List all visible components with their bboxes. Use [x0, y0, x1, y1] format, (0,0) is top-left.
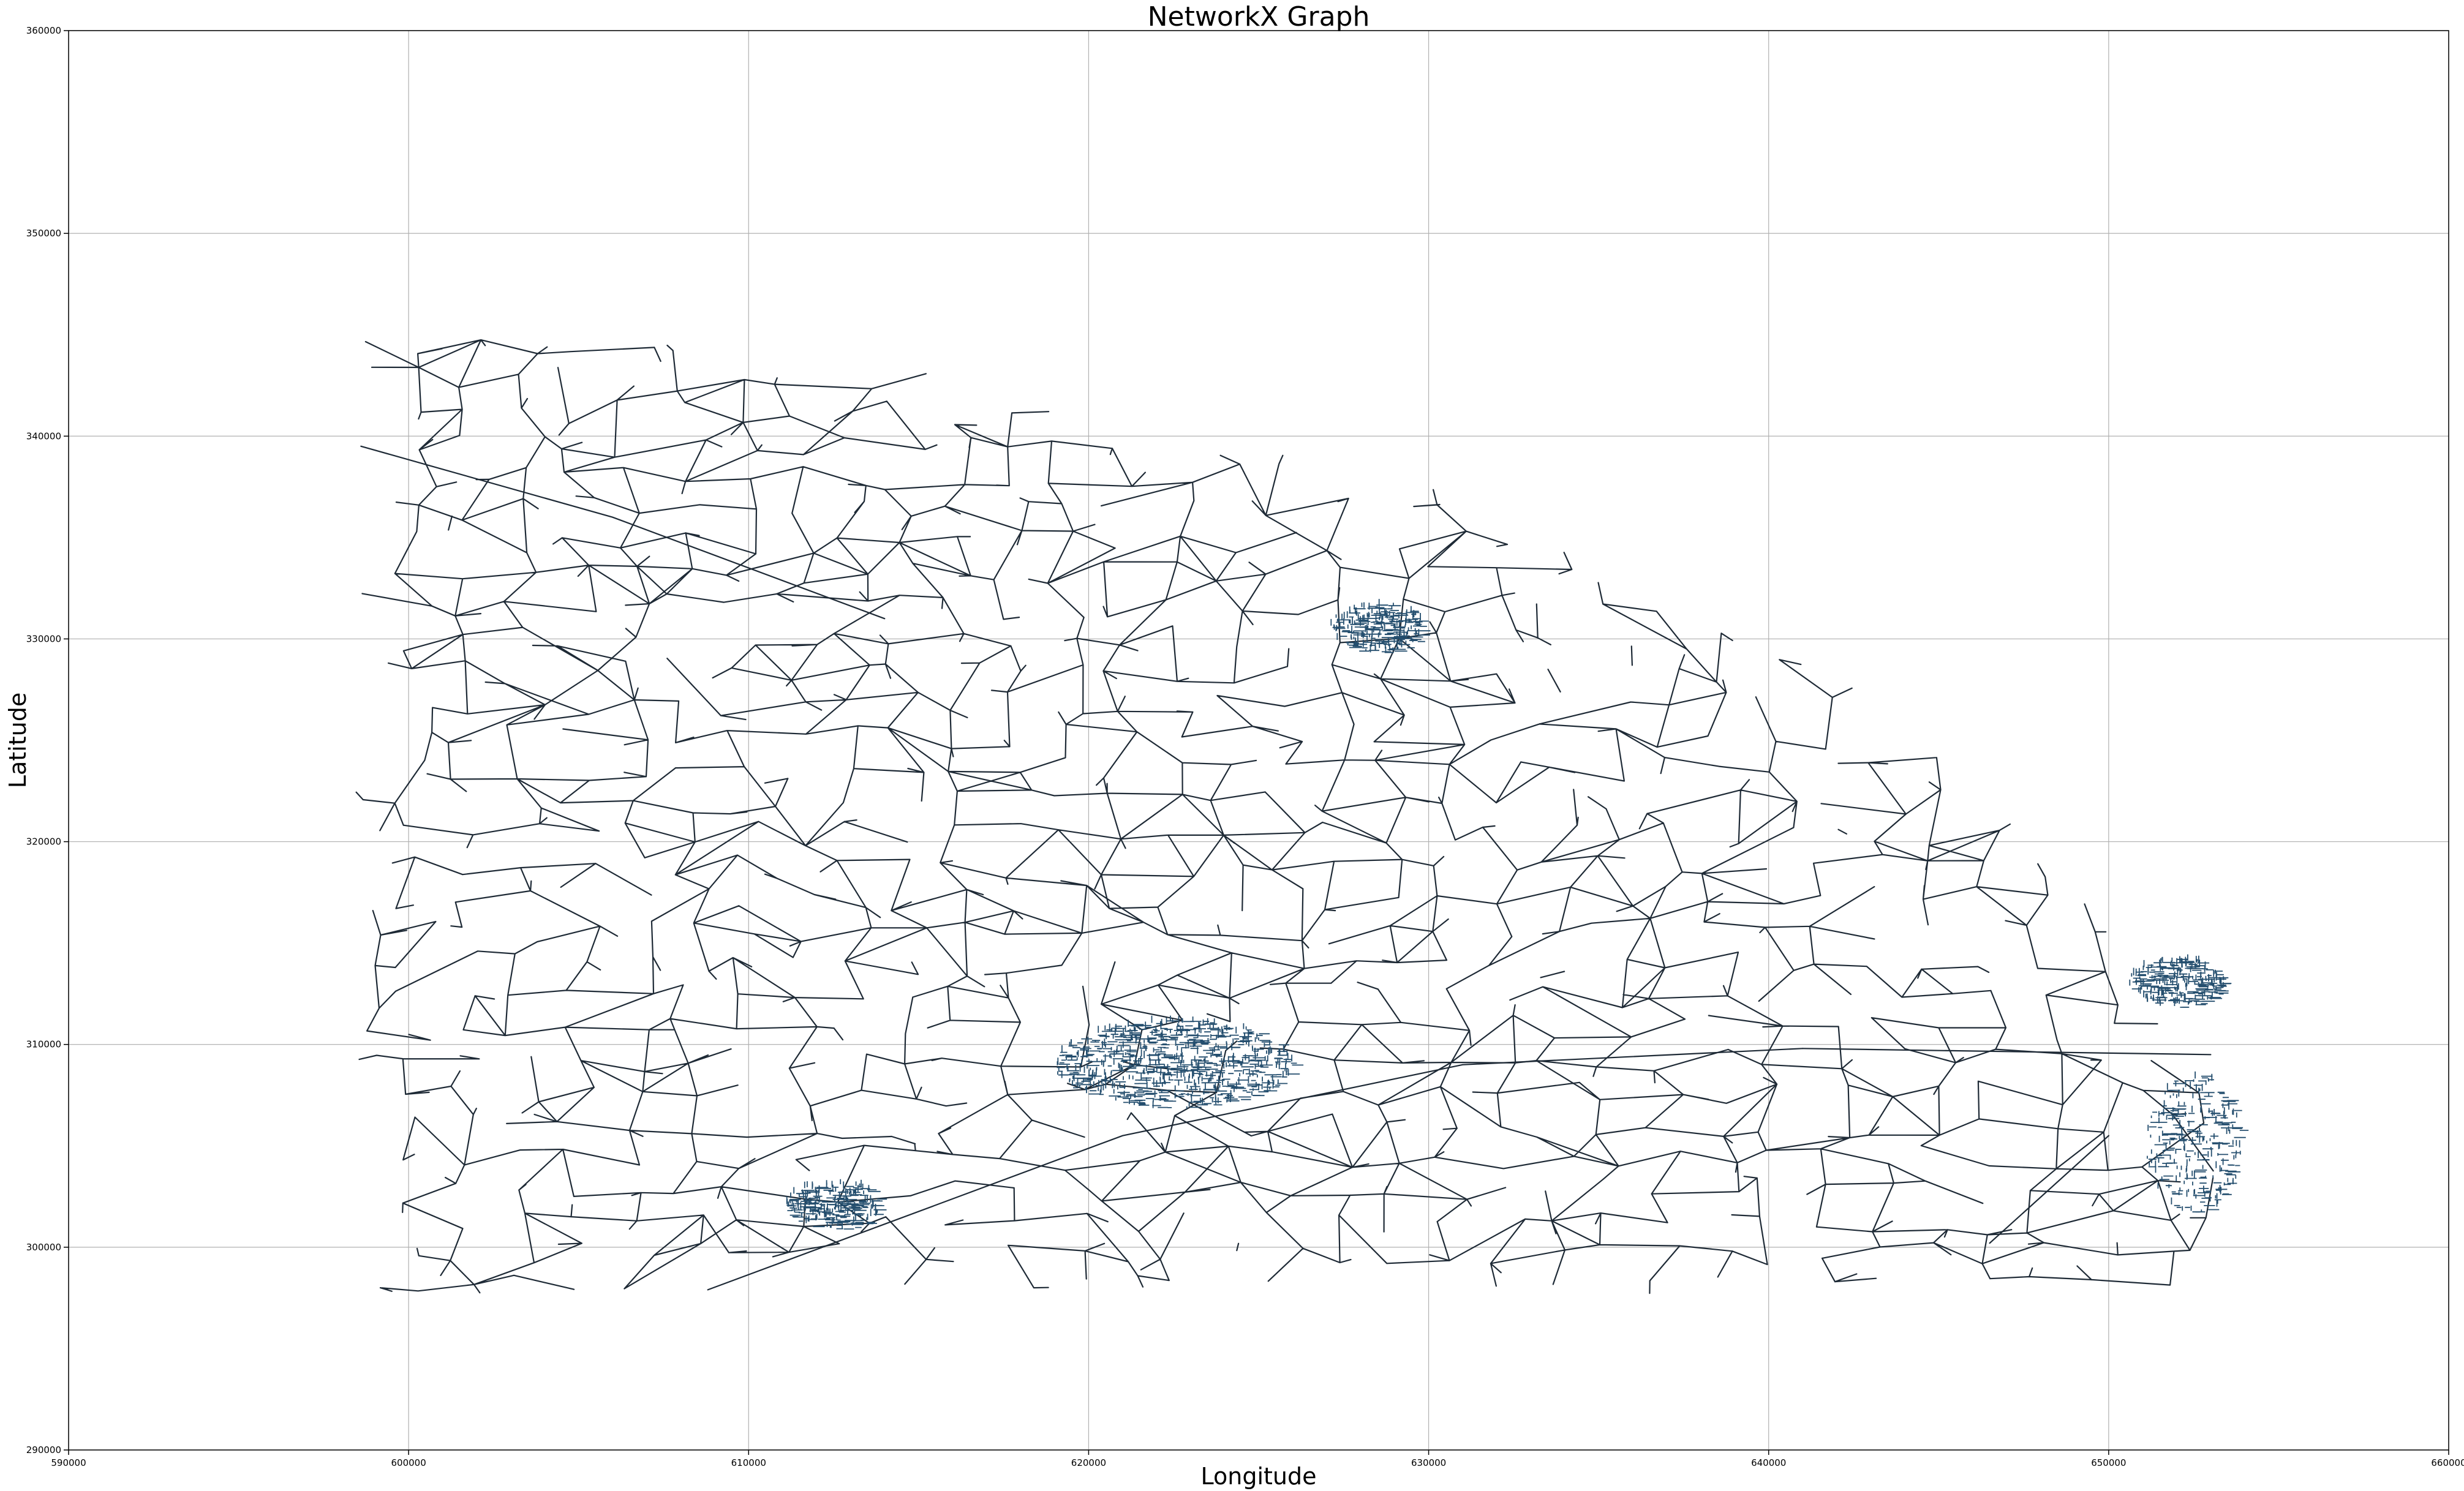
y-tick-label: 310000 — [26, 1039, 61, 1050]
x-tick-label: 630000 — [1411, 1457, 1446, 1468]
y-axis-label: Latitude — [4, 693, 31, 788]
plot-frame — [68, 30, 2449, 1451]
y-tick-label: 320000 — [26, 836, 61, 847]
x-tick-label: 620000 — [1071, 1457, 1106, 1468]
axis-ticks: 590000 600000 610000 620000 630000 640000 6500… — [26, 25, 2464, 1468]
y-tick-label: 360000 — [26, 25, 61, 36]
x-tick-label: 660000 — [2431, 1457, 2464, 1468]
urban-cluster — [2129, 954, 2232, 1008]
urban-cluster — [1330, 599, 1431, 653]
y-tick-label: 350000 — [26, 228, 61, 239]
x-tick-label: 650000 — [2091, 1457, 2126, 1468]
urban-cluster — [2147, 1071, 2249, 1213]
arterial-edge — [360, 445, 886, 620]
x-tick-label: 600000 — [391, 1457, 426, 1468]
arterial-edge — [1989, 1135, 2109, 1244]
y-tick-label: 290000 — [26, 1444, 61, 1455]
road-edges — [355, 339, 2214, 1294]
urban-cluster — [1057, 1015, 1304, 1109]
x-axis-label: Longitude — [1201, 1463, 1317, 1490]
y-tick-label: 330000 — [26, 633, 61, 644]
y-tick-label: 340000 — [26, 430, 61, 441]
x-tick-label: 590000 — [51, 1457, 86, 1468]
arterial-edge — [1802, 1048, 2212, 1056]
arterial-edge — [707, 1048, 1804, 1291]
x-tick-label: 610000 — [731, 1457, 766, 1468]
y-tick-label: 300000 — [26, 1242, 61, 1253]
x-tick-label: 640000 — [1751, 1457, 1786, 1468]
grid-lines — [68, 30, 2449, 1451]
urban-cluster — [786, 1179, 887, 1230]
network-edges — [355, 339, 2214, 1294]
network-clusters — [786, 599, 2249, 1230]
chart-title: NetworkX Graph — [1148, 1, 1370, 32]
